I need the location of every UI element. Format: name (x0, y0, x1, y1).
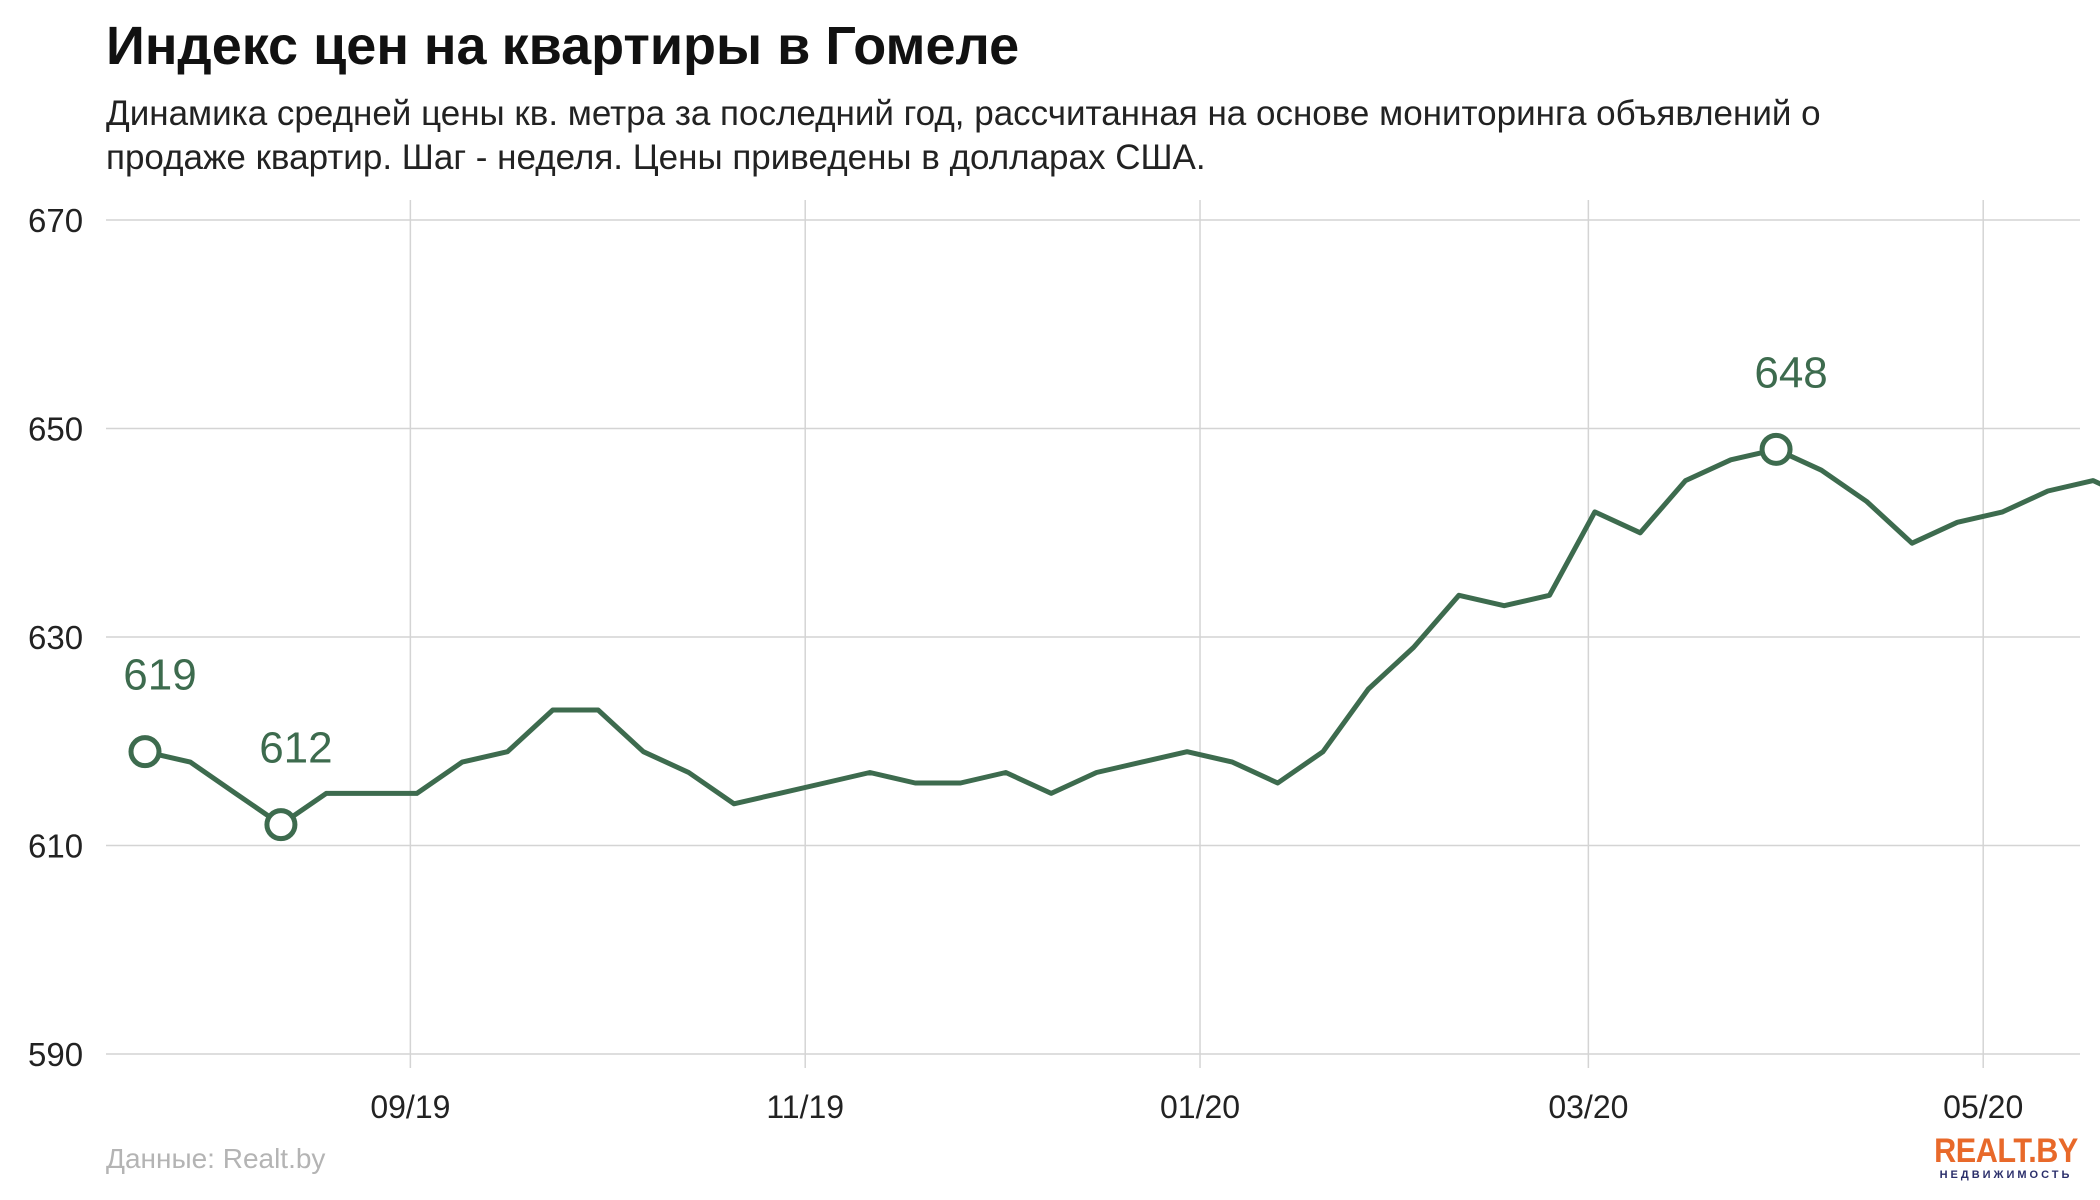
annotation-markers: 619612648632 (123, 348, 1828, 842)
axis-labels: 590 610 630 650 670 09/19 11/19 01/20 03/20 05/20… (28, 202, 2023, 1125)
gridlines (106, 200, 2080, 1068)
chart-subtitle: Динамика средней цены кв. метра за после… (106, 94, 1821, 177)
annotation-marker (264, 808, 298, 842)
annotation-marker (1759, 432, 1793, 466)
x-tick-label: 01/20 (1160, 1089, 1240, 1125)
y-tick-label: 610 (28, 828, 83, 865)
data-label: 612 (259, 724, 332, 773)
logo-subtext: НЕДВИЖИМОСТЬ (1939, 1169, 2073, 1181)
x-tick-label: 11/19 (766, 1089, 844, 1125)
chart-title: Индекс цен на квартиры в Гомеле (106, 16, 1020, 76)
x-tick-label: 09/19 (370, 1089, 450, 1125)
annotation-marker (128, 735, 162, 769)
source-note: Данные: Realt.by (106, 1143, 326, 1174)
series (142, 446, 2100, 828)
series-line (142, 446, 2100, 828)
data-label: 619 (123, 651, 196, 700)
data-label: 648 (1754, 348, 1827, 397)
x-tick-label: 05/20 (1943, 1089, 2023, 1125)
y-tick-label: 650 (28, 411, 83, 448)
logo-text: REALT.BY (1934, 1132, 2078, 1170)
x-tick-label: 03/20 (1548, 1089, 1628, 1125)
y-tick-label: 670 (28, 202, 83, 239)
realt-logo: REALT.BY НЕДВИЖИМОСТЬ (1926, 1133, 2086, 1182)
y-tick-label: 630 (28, 619, 83, 656)
y-tick-label: 590 (28, 1036, 83, 1073)
